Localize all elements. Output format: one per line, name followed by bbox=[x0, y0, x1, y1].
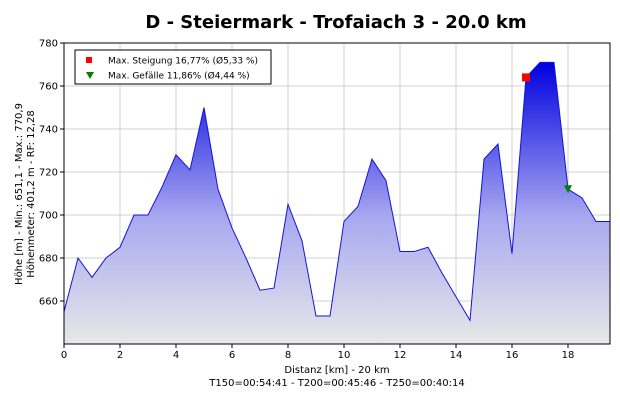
marker-max-gefaelle bbox=[564, 185, 572, 194]
plot-frame bbox=[63, 42, 611, 345]
y-tick-label-6: 780 bbox=[39, 39, 58, 50]
chart-title: D - Steiermark - Trofaiach 3 - 20.0 km bbox=[145, 12, 526, 33]
markers bbox=[522, 73, 572, 194]
y-tick-label-2: 700 bbox=[39, 211, 58, 222]
legend-label-max-steigung: Max. Steigung 16,77% (Ø5,33 %) bbox=[108, 56, 258, 67]
x-tick-label-6: 12 bbox=[394, 350, 407, 361]
y-axis-sublabel: Höhenmeter: 401,2 m - RF: 12,28 bbox=[26, 110, 37, 278]
series-line bbox=[63, 61, 610, 322]
legend-box bbox=[74, 49, 272, 85]
x-tick-label-0: 0 bbox=[61, 350, 67, 361]
legend-marker-max-gefaelle bbox=[86, 72, 94, 79]
legend-label-max-gefaelle: Max. Gefälle 11,86% (Ø4,44 %) bbox=[108, 71, 250, 82]
x-tick-label-3: 6 bbox=[229, 350, 235, 361]
legend-marker-max-steigung bbox=[86, 57, 92, 63]
area-fill bbox=[64, 62, 610, 344]
x-axis-label: Distanz [km] - 20 km bbox=[284, 365, 389, 376]
y-tick-label-0: 660 bbox=[39, 297, 58, 308]
marker-max-steigung bbox=[522, 73, 530, 82]
y-tick-label-5: 760 bbox=[39, 82, 58, 93]
legend: Max. Steigung 16,77% (Ø5,33 %) Max. Gefä… bbox=[74, 49, 272, 85]
x-tick-label-7: 14 bbox=[450, 350, 463, 361]
x-axis-sublabel: T150=00:54:41 - T200=00:45:46 - T250=00:… bbox=[208, 378, 464, 389]
y-tick-label-3: 720 bbox=[39, 168, 58, 179]
y-axis-ticks: 660 680 700 720 740 760 780 bbox=[39, 39, 64, 308]
y-tick-label-4: 740 bbox=[39, 125, 58, 136]
y-axis-label: Höhe [m] - Min.: 651,1 - Max.: 770,9 bbox=[14, 103, 25, 285]
x-tick-label-2: 4 bbox=[173, 350, 179, 361]
x-axis-ticks: 0 2 4 6 8 10 12 14 16 18 bbox=[61, 344, 575, 361]
y-tick-label-1: 680 bbox=[39, 254, 58, 265]
x-tick-label-1: 2 bbox=[117, 350, 123, 361]
x-tick-label-4: 8 bbox=[285, 350, 291, 361]
x-tick-label-5: 10 bbox=[338, 350, 351, 361]
x-tick-label-8: 16 bbox=[506, 350, 519, 361]
x-tick-label-9: 18 bbox=[562, 350, 575, 361]
area-series bbox=[63, 61, 610, 344]
